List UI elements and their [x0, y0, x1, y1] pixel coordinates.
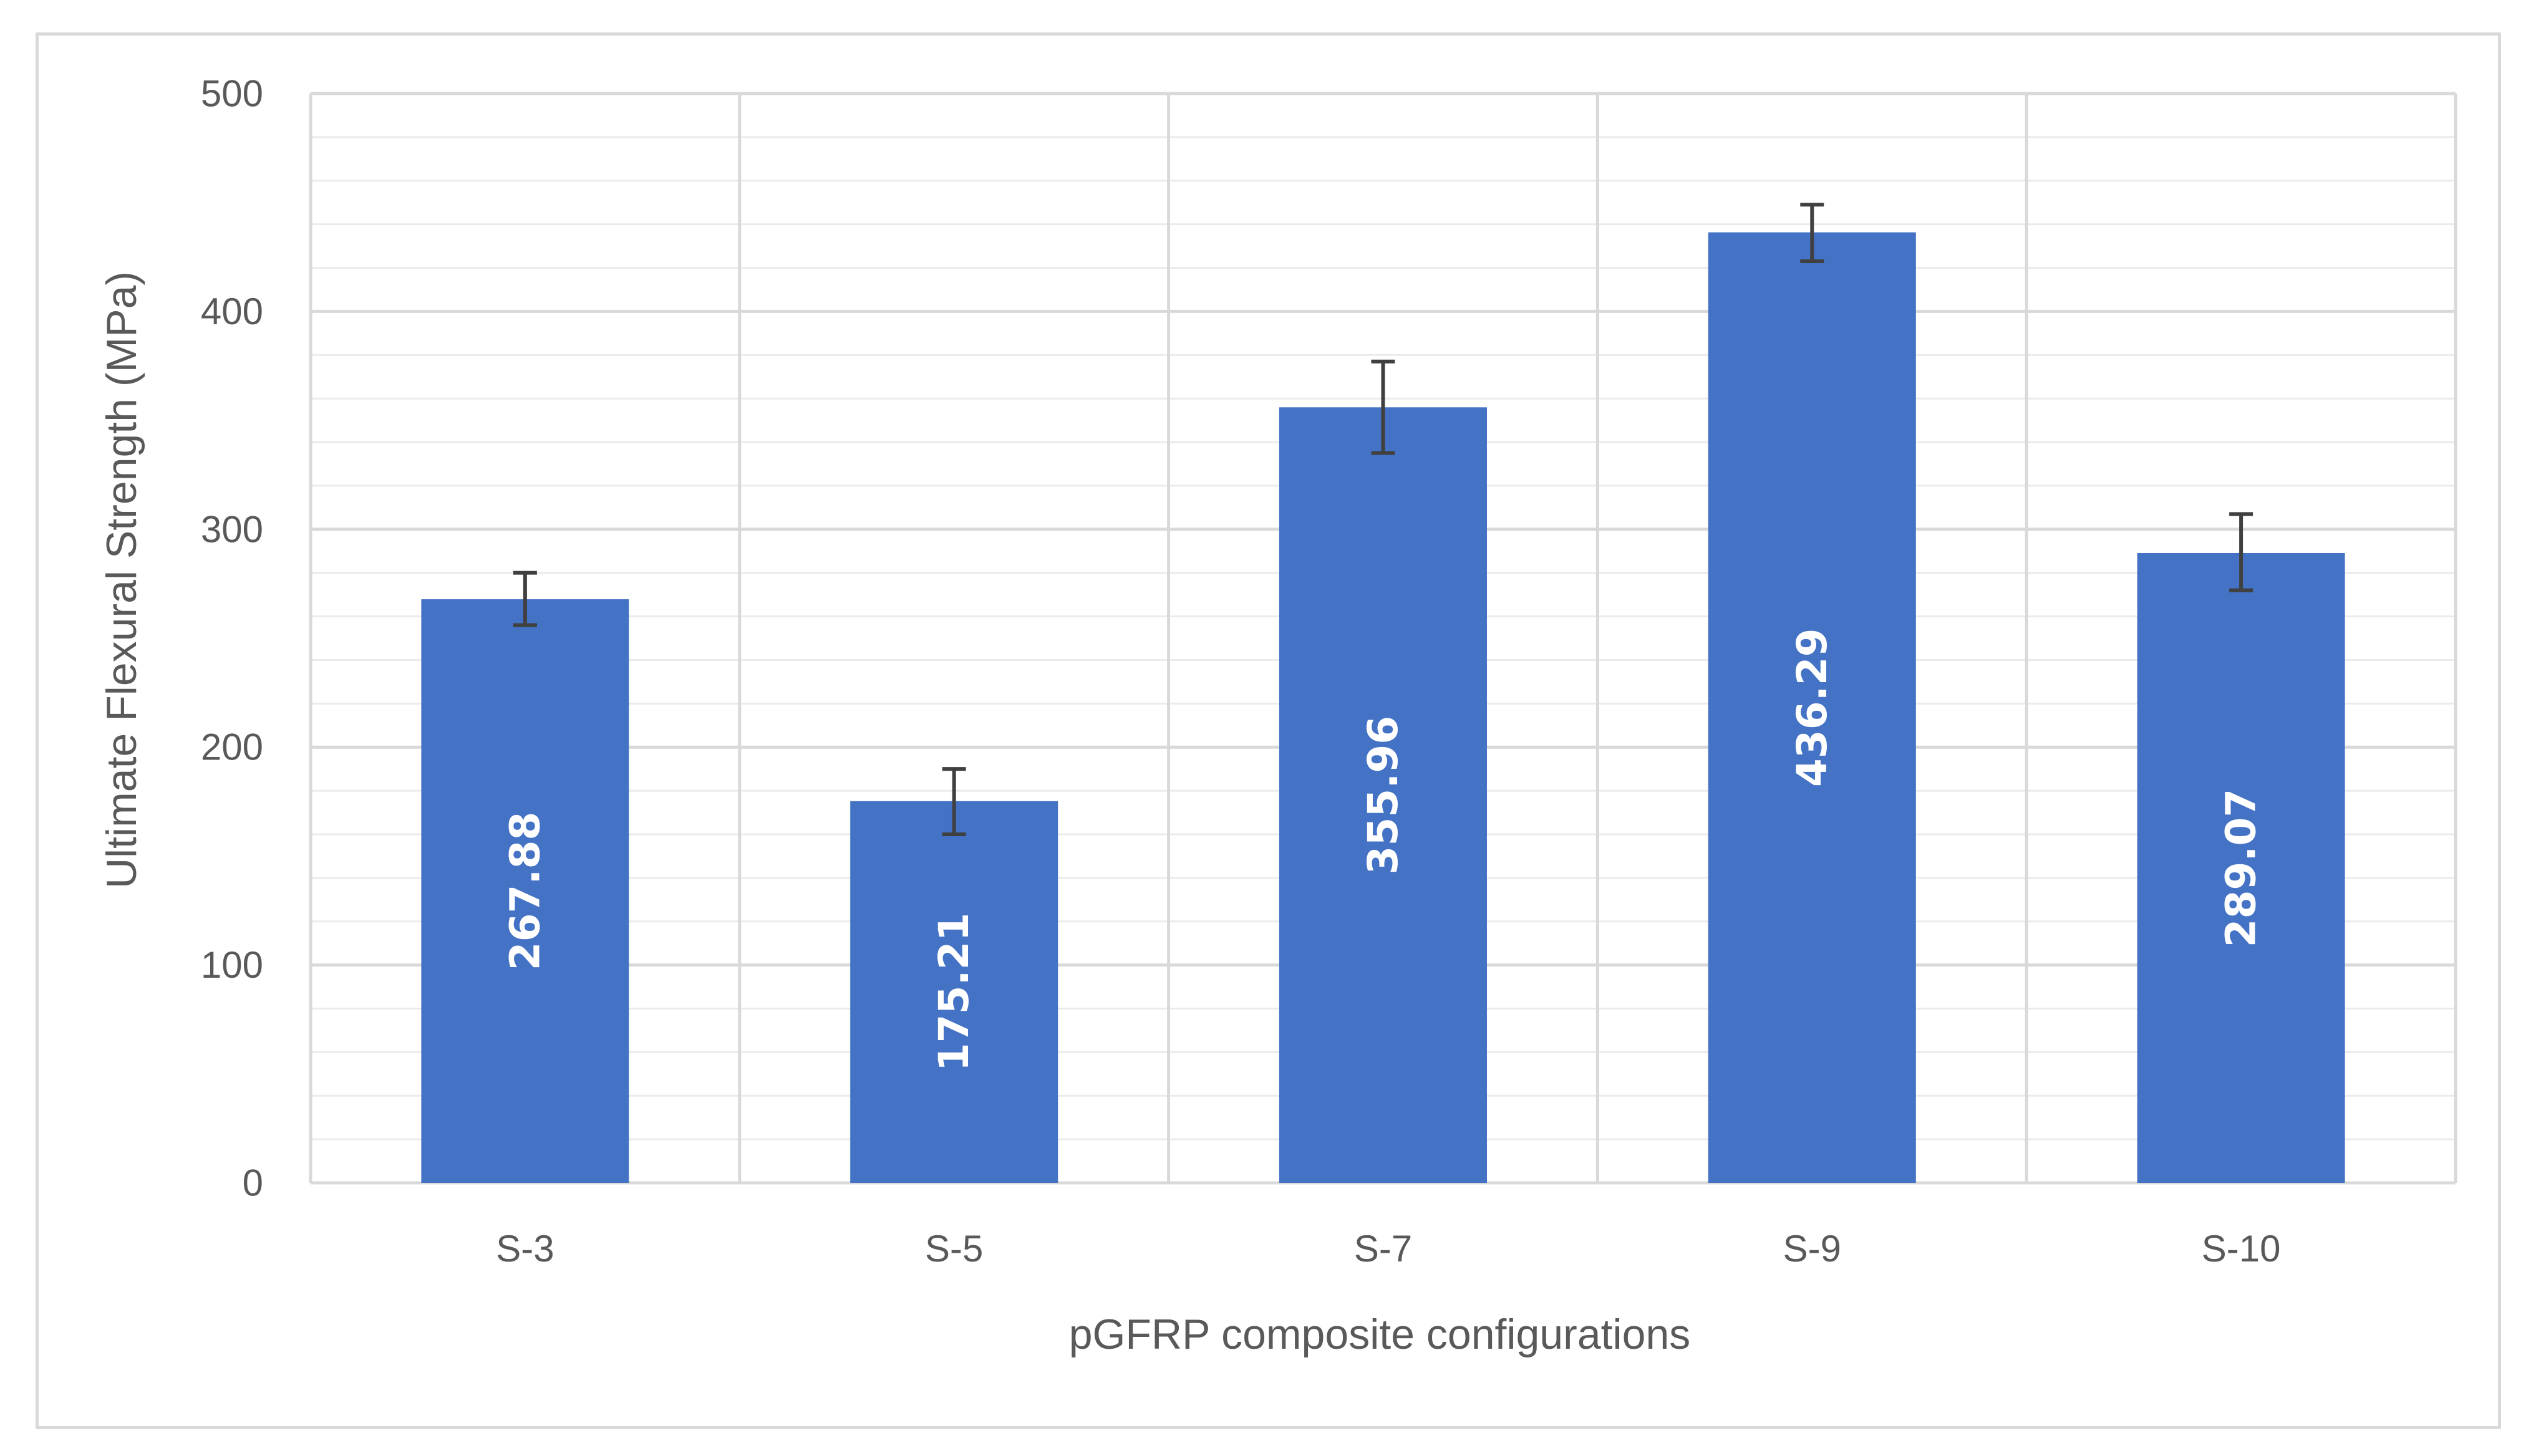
y-tick-label: 0 [243, 1162, 263, 1204]
x-axis-title: pGFRP composite configurations [1069, 1311, 1691, 1358]
y-tick-label: 400 [201, 291, 263, 332]
data-label: 436.29 [1788, 628, 1836, 787]
x-tick-labels: S-3 S-5 S-7 S-9 S-10 [496, 1228, 2280, 1270]
bars [421, 232, 2345, 1183]
y-tick-label: 300 [201, 508, 263, 550]
y-tick-label: 500 [201, 73, 263, 115]
bar [1279, 407, 1487, 1183]
data-label: 289.07 [2217, 789, 2265, 948]
x-tick-label: S-7 [1354, 1228, 1412, 1270]
y-tick-label: 100 [201, 944, 263, 986]
bar [1708, 232, 1916, 1183]
x-tick-label: S-3 [496, 1228, 554, 1270]
bar [2137, 552, 2345, 1183]
data-label: 175.21 [930, 913, 978, 1072]
x-tick-label: S-10 [2202, 1228, 2281, 1270]
bar [850, 801, 1058, 1183]
data-label: 355.96 [1359, 716, 1407, 875]
data-labels: 267.88 175.21 355.96 436.29 289.07 [501, 628, 2265, 1071]
y-tick-label: 200 [201, 726, 263, 768]
bar [421, 599, 629, 1183]
y-tick-labels: 0 100 200 300 400 500 [201, 73, 263, 1204]
x-tick-label: S-5 [925, 1228, 983, 1270]
data-label: 267.88 [501, 812, 549, 971]
error-bars [513, 203, 2253, 836]
y-axis-title: Ultimate Flexural Strength (MPa) [98, 271, 145, 889]
x-tick-label: S-9 [1783, 1228, 1841, 1270]
